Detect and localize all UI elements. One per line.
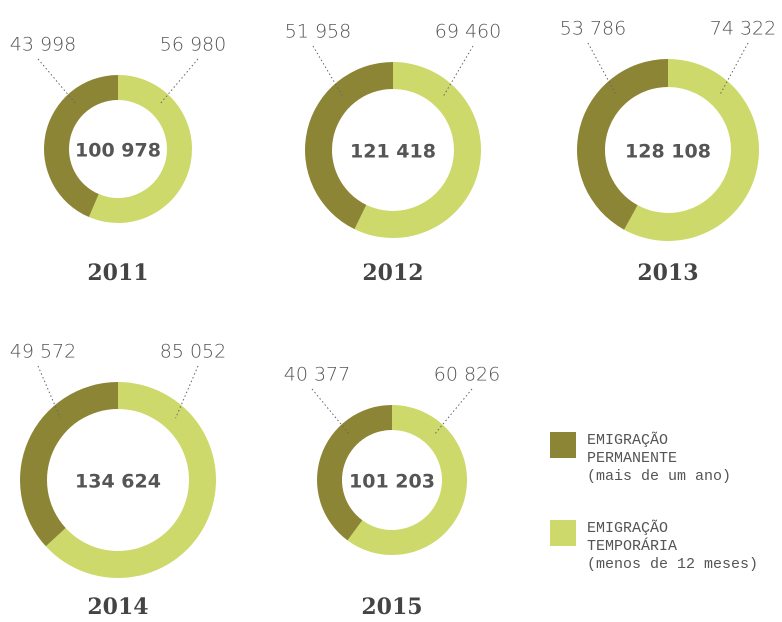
value-label: 51 958	[285, 21, 351, 43]
total-label: 128 108	[625, 141, 711, 163]
value-label: 56 980	[160, 34, 226, 56]
leader-line	[311, 388, 350, 435]
leader-line	[37, 58, 77, 105]
legend-name: EMIGRAÇÃO TEMPORÁRIA	[587, 520, 678, 555]
value-label: 53 786	[560, 18, 626, 40]
leader-line	[159, 58, 199, 105]
year-title: 2015	[361, 594, 422, 620]
donut-segment	[45, 382, 216, 578]
value-label: 60 826	[434, 364, 500, 386]
donut-segment	[624, 59, 760, 241]
leader-line	[312, 45, 343, 96]
legend-swatch	[550, 520, 576, 546]
donut-segment	[19, 382, 118, 547]
year-title: 2011	[87, 260, 148, 286]
donut-segment	[354, 62, 481, 239]
legend-name: EMIGRAÇÃO PERMANENTE	[587, 432, 678, 467]
total-label: 134 624	[75, 471, 161, 493]
donut-segment	[577, 59, 668, 230]
donut-segment	[305, 62, 393, 230]
year-title: 2013	[637, 260, 698, 286]
leader-line	[443, 45, 474, 96]
donut-segment	[44, 75, 118, 218]
total-label: 100 978	[75, 140, 161, 162]
value-label: 85 052	[160, 341, 226, 363]
total-label: 101 203	[349, 471, 435, 493]
value-label: 43 998	[10, 34, 76, 56]
leader-line	[175, 365, 199, 419]
donut-segment	[316, 405, 392, 541]
leader-line	[720, 42, 749, 94]
legend-swatch	[550, 432, 576, 458]
legend-note: (mais de um ano)	[587, 468, 732, 485]
leader-line	[37, 365, 61, 419]
leader-line	[434, 388, 473, 435]
value-label: 69 460	[435, 21, 501, 43]
legend-note: (menos de 12 meses)	[587, 556, 759, 573]
year-title: 2014	[87, 594, 148, 620]
value-label: 40 377	[284, 364, 350, 386]
donut-segment	[88, 75, 193, 223]
donut-segment	[347, 405, 467, 555]
leader-line	[587, 42, 616, 94]
value-label: 74 322	[710, 18, 776, 40]
total-label: 121 418	[350, 141, 436, 163]
value-label: 49 572	[10, 341, 76, 363]
year-title: 2012	[362, 260, 423, 286]
